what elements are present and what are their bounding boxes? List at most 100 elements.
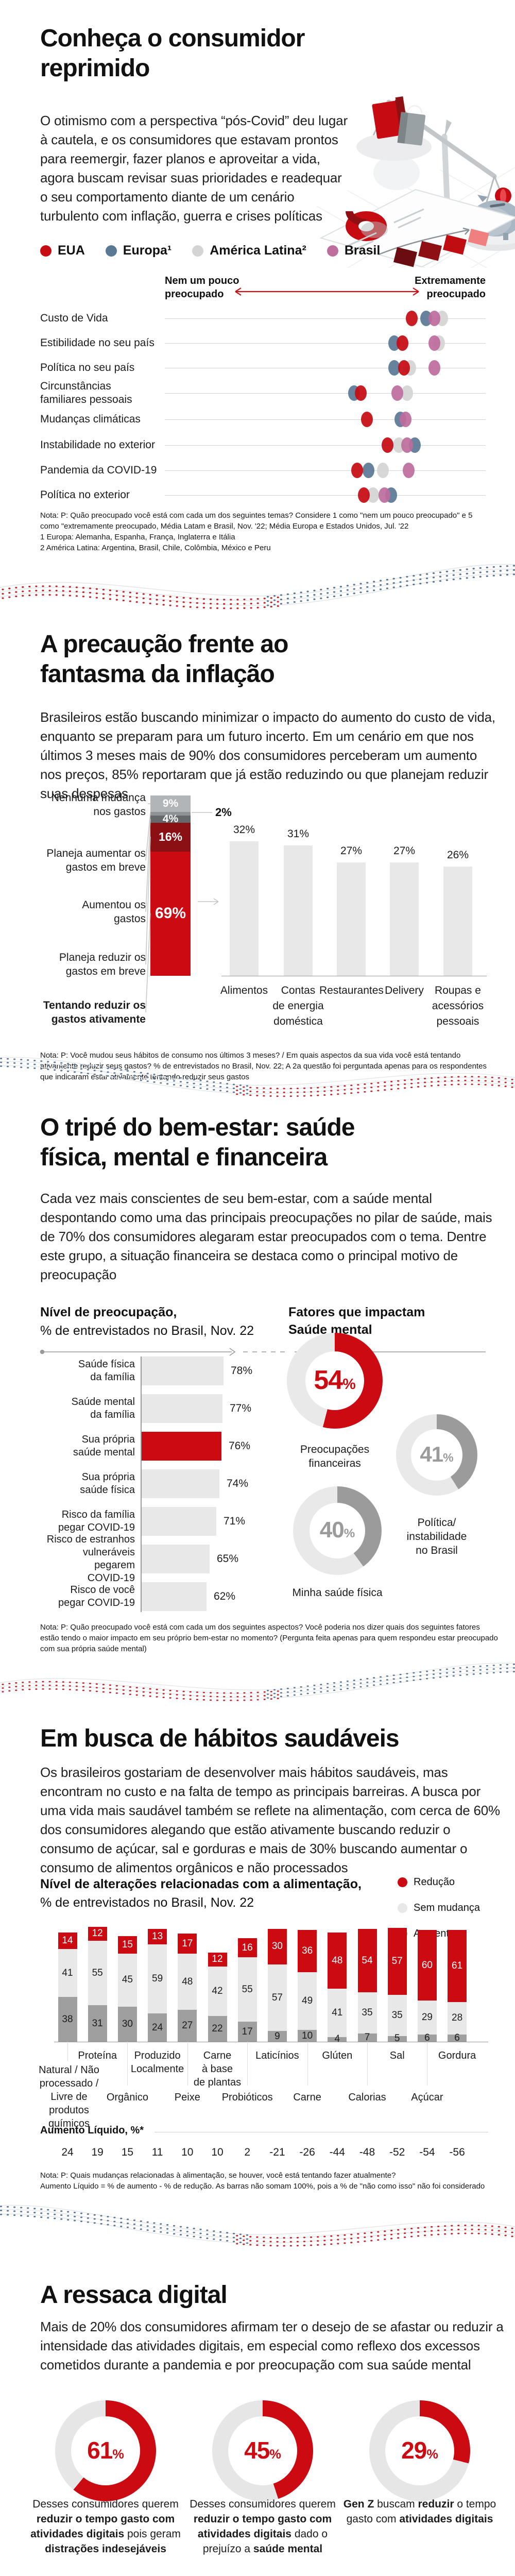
- caption-text: distrações indesejáveis: [45, 2543, 166, 2555]
- aumento-segment: 4: [328, 2033, 347, 2044]
- segment-value: 7: [364, 2032, 370, 2043]
- food-stacked-bar: 48 41 4: [328, 1932, 347, 2044]
- segment-value: 69%: [154, 905, 186, 922]
- concern-bar: [141, 1582, 207, 1611]
- eua-data-dot: [406, 311, 418, 326]
- net-increase-value: -44: [329, 2146, 345, 2158]
- concern-value: 74%: [227, 1478, 249, 1489]
- reducao-segment: 57: [387, 1927, 407, 1995]
- bar-value: 27%: [340, 845, 363, 857]
- axis-label-max: Extremamente preocupado: [415, 275, 486, 300]
- reducao-segment: 12: [208, 1952, 227, 1967]
- percent-sign: %: [344, 1527, 355, 1540]
- segment-value: 9: [274, 2030, 280, 2042]
- concern-row-label: Risco de você pegar COVID-19: [58, 1584, 135, 1608]
- brasil-legend-dot: [327, 245, 338, 257]
- legend-label: América Latina²: [210, 243, 306, 258]
- legend-label: EUA: [58, 243, 85, 258]
- aumento-segment: 5: [387, 2033, 407, 2044]
- food-category-label: Carne à base de plantas: [193, 2050, 242, 2088]
- latam-data-dot: [377, 463, 389, 478]
- segment-value: 35: [362, 2007, 373, 2019]
- bar-value: 26%: [447, 849, 469, 861]
- net-increase-value: 24: [61, 2146, 74, 2158]
- food-stacked-bar: 57 35 5: [387, 1927, 407, 2044]
- concern-bar: [141, 1545, 210, 1573]
- sem-mudanca-segment: 57: [267, 1964, 287, 2031]
- digital-donut: 29%: [369, 2400, 470, 2501]
- concern-value: 71%: [224, 1515, 246, 1527]
- dotplot-chart: Custo de Vida Estibilidade no seu país Pol…: [0, 304, 515, 510]
- donut-value-number: 61: [87, 2436, 113, 2464]
- stack-segment-label: Nenhuma mudança nos gastos: [51, 792, 146, 818]
- bar-category-labels: Alimentos Contas de energia doméstica Rest…: [0, 983, 515, 1035]
- aumento-segment: 9: [267, 2030, 287, 2042]
- section4-note: Nota: P: Quais mudanças relacionadas à a…: [40, 2171, 485, 2191]
- brasil-data-dot: [401, 437, 413, 453]
- segment-value: 13: [152, 1930, 163, 1942]
- donut-caption: Gen Z buscam reduzir o tempo gasto com a…: [340, 2497, 500, 2527]
- section2-title: A precaução frente ao fantasma da inflaç…: [40, 631, 288, 688]
- concern-value: 62%: [214, 1590, 236, 1602]
- reducao-segment: 16: [237, 1938, 257, 1957]
- aumento-segment: 31: [88, 2005, 107, 2042]
- food-category-label: Peixe: [174, 2092, 200, 2103]
- sem-mudanca-segment: 48: [178, 1954, 197, 2010]
- legend-item-brasil: Brasil: [327, 243, 380, 258]
- brasil-data-dot: [428, 335, 440, 351]
- sem-mudanca-segment: 41: [328, 1989, 347, 2037]
- concern-bar: [141, 1469, 219, 1498]
- donut-hole: [310, 1503, 365, 1558]
- caption-text: dado o prejuízo a: [202, 2528, 328, 2555]
- concern-row-label: Sua própria saúde física: [80, 1471, 135, 1496]
- segment-value: 61: [452, 1960, 463, 1971]
- food-stacked-bar: 13 59 24: [148, 1929, 167, 2042]
- wave-separator: [0, 2192, 515, 2254]
- donut-value-number: 40: [319, 1517, 345, 1543]
- concern-bar: [141, 1507, 216, 1536]
- segment-value: 17: [182, 1938, 193, 1949]
- donut-hole: [411, 1429, 462, 1481]
- dotplot-row-label: Custo de Vida: [40, 312, 108, 324]
- section3-title: O tripé do bem-estar: saúde física, ment…: [40, 1114, 355, 1171]
- dotplot-track: [165, 445, 486, 446]
- aumento-segment: 7: [357, 2032, 377, 2043]
- brasil-data-dot: [428, 311, 440, 326]
- sem-mudanca-segment: 29: [417, 2001, 437, 2035]
- latam-data-dot: [401, 385, 413, 401]
- caption-text: reduzir o tempo gasto com atividades dig…: [193, 2513, 332, 2540]
- sem-mudanca-segment: 28: [448, 2002, 467, 2035]
- segment-value: 12: [212, 1954, 223, 1965]
- segment-value: 54: [362, 1955, 373, 1966]
- label-tick-line: [307, 2042, 308, 2086]
- food-category-label: Proteína: [78, 2050, 117, 2061]
- stack-segment: 9%: [150, 795, 191, 812]
- axis-label-min: Nem um pouco preocupado: [165, 275, 239, 300]
- bar-category-label: Delivery: [385, 985, 424, 996]
- legend-item-eua: EUA: [40, 243, 85, 258]
- eua-legend-dot: [40, 245, 52, 257]
- dotplot-row-label: Política no exterior: [40, 489, 130, 501]
- concern-bar-chart: Saúde física da família 78% Saúde mental d…: [0, 1357, 515, 1614]
- dotplot-row-label: Mudanças climáticas: [40, 413, 141, 425]
- concern-row-label: Saúde mental da família: [71, 1396, 135, 1420]
- aumento-segment: 30: [117, 2006, 137, 2042]
- segment-value: 16: [242, 1942, 253, 1953]
- net-increase-value: -48: [359, 2146, 375, 2158]
- reducao-segment: 30: [267, 1929, 287, 1964]
- donut-value-number: 45: [244, 2436, 270, 2464]
- dotplot-track: [165, 470, 486, 471]
- bar-category-label: Alimentos: [220, 985, 268, 996]
- digital-donut: 45%: [212, 2400, 313, 2501]
- donut-label: Minha saúde física: [292, 1587, 383, 1599]
- europa-legend-dot: [105, 245, 117, 257]
- right-chart-title: Fatores que impactam Saúde mental: [288, 1305, 425, 1337]
- segment-value: 6: [424, 2032, 430, 2044]
- factor-donut: 40%: [293, 1486, 382, 1575]
- food-legend-item: Redução: [398, 1876, 480, 1888]
- label-tick-line: [127, 2042, 128, 2086]
- segment-value: 38: [62, 2013, 73, 2025]
- donut-caption: Desses consumidores querem reduzir o tem…: [26, 2497, 185, 2556]
- donut-hole: [305, 1351, 364, 1410]
- food-stacked-bar: 17 48 27: [178, 1934, 197, 2042]
